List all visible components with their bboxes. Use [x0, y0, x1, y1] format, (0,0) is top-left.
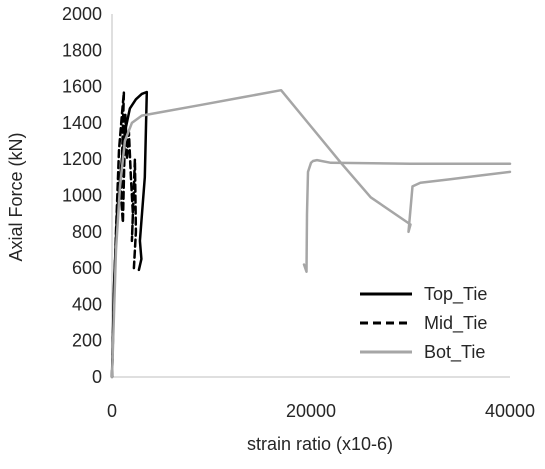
y-tick-label: 400 [72, 294, 102, 314]
y-tick-label: 1800 [62, 40, 102, 60]
series-line-bot-tie-branch [302, 158, 512, 273]
axes [111, 14, 510, 378]
series-line-bot-tie [110, 88, 512, 379]
series-line-mid-tie [110, 90, 138, 379]
y-tick-label: 1400 [62, 113, 102, 133]
legend-label-top-tie: Top_Tie [424, 284, 487, 305]
x-tick-label: 40000 [485, 401, 535, 421]
legend-label-mid-tie: Mid_Tie [424, 313, 487, 334]
y-tick-label: 1200 [62, 149, 102, 169]
y-tick-label: 2000 [62, 4, 102, 24]
y-tick-label: 200 [72, 331, 102, 351]
y-tick-label: 800 [72, 222, 102, 242]
series-line-top-tie [110, 90, 149, 379]
legend: Top_Tie Mid_Tie Bot_Tie [360, 284, 487, 363]
y-tick-label: 1000 [62, 186, 102, 206]
x-tick-label: 20000 [286, 401, 336, 421]
y-tick-label: 0 [92, 367, 102, 387]
y-tick-label: 600 [72, 258, 102, 278]
y-axis-title: Axial Force (kN) [6, 132, 26, 261]
legend-label-bot-tie: Bot_Tie [424, 342, 485, 363]
y-tick-label: 1600 [62, 77, 102, 97]
plot-series [110, 88, 512, 379]
x-tick-label: 0 [107, 401, 117, 421]
x-axis-title: strain ratio (x10-6) [247, 434, 393, 454]
